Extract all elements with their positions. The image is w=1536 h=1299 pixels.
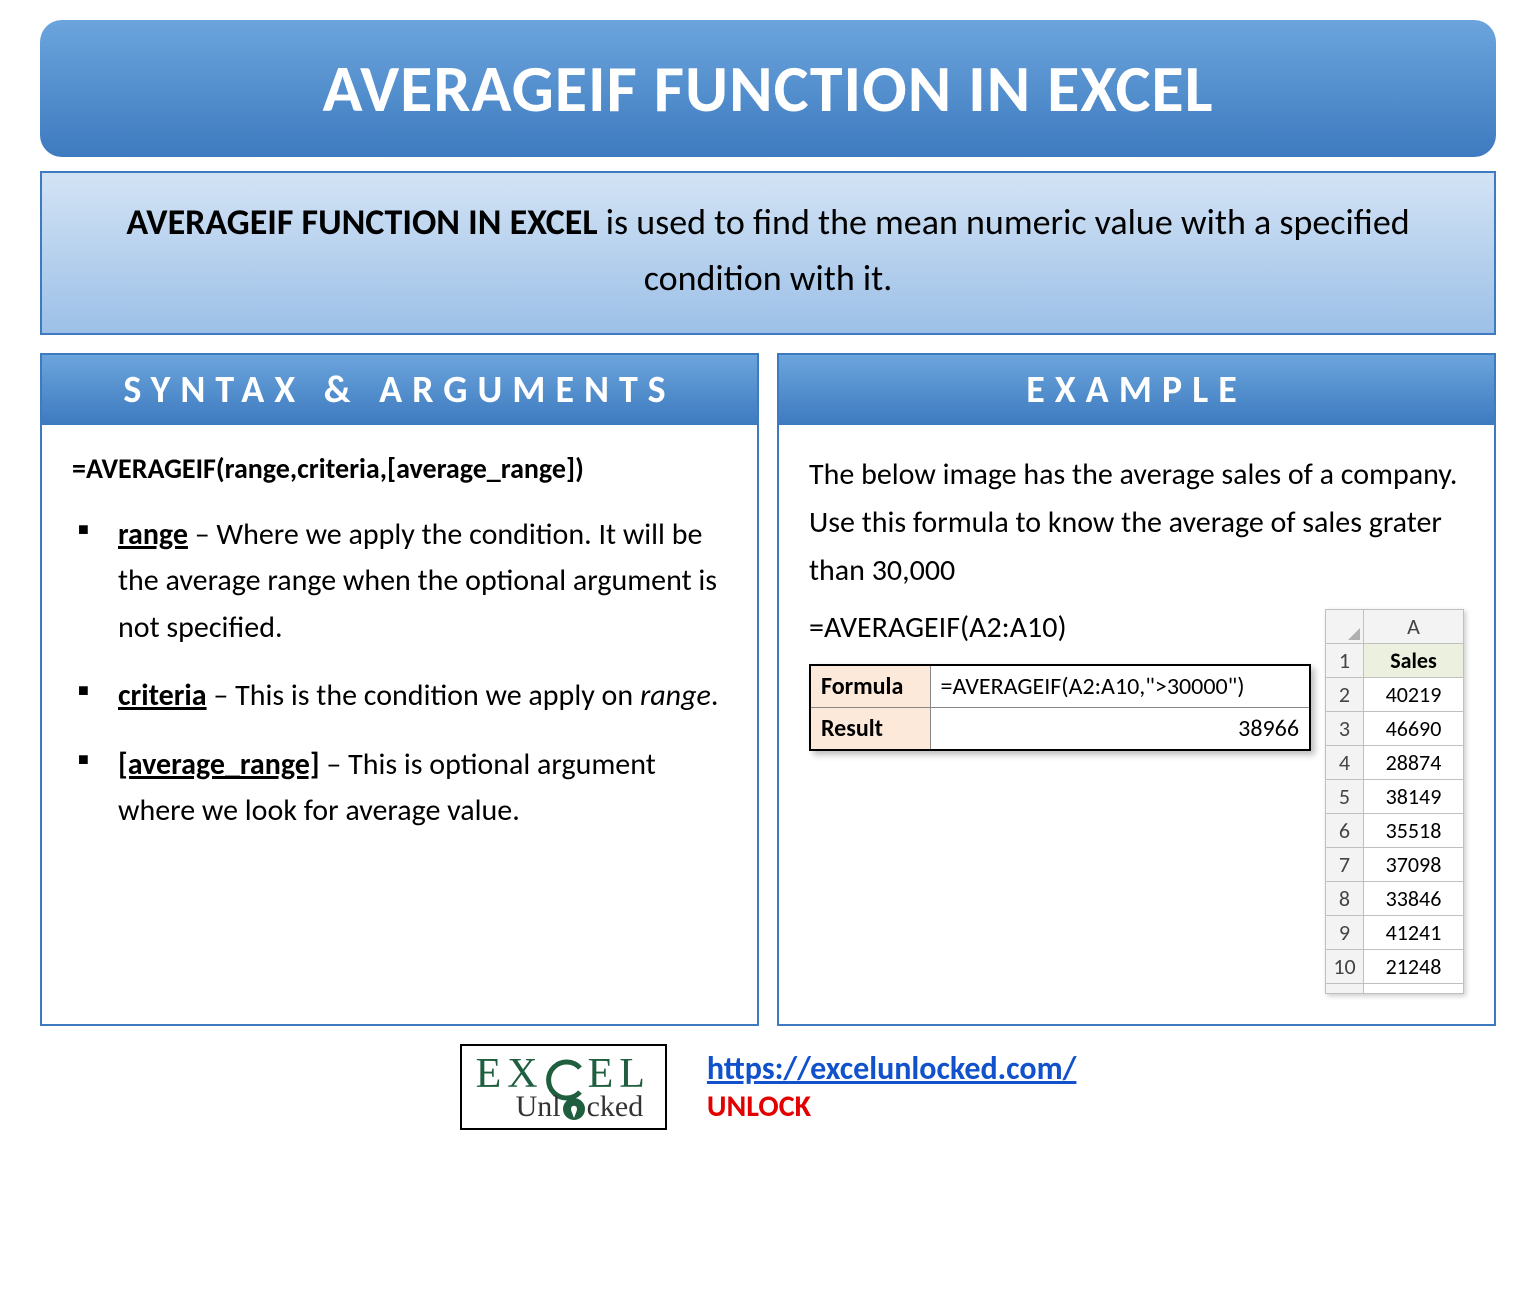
excel-row-number: 10 [1326,949,1364,983]
syntax-formula: =AVERAGEIF(range,criteria,[average_range… [72,451,727,486]
logo-text-unl: Unl [516,1092,561,1122]
logo-text-cked: cked [587,1092,644,1122]
result-table-row: Formula =AVERAGEIF(A2:A10,">30000") [810,665,1310,708]
example-panel: EXAMPLE The below image has the average … [777,353,1496,1026]
keyhole-icon [563,1098,585,1120]
logo: EX EL Unl cked [460,1044,667,1130]
argument-name: range [118,516,188,553]
excel-row-number [1326,983,1364,993]
excel-row-number: 5 [1326,779,1364,813]
description-text: AVERAGEIF FUNCTION IN EXCEL is used to f… [72,195,1464,307]
argument-name: criteria [118,677,207,714]
logo-text-after-c: EL [588,1053,651,1095]
excel-corner-cell [1326,609,1364,643]
example-short-formula: =AVERAGEIF(A2:A10) [809,609,1311,646]
logo-text-before-c: EX [476,1053,544,1095]
excel-data-cell: 21248 [1364,949,1464,983]
description-box: AVERAGEIF FUNCTION IN EXCEL is used to f… [40,171,1496,335]
example-left: =AVERAGEIF(A2:A10) Formula =AVERAGEIF(A2… [809,609,1311,751]
excel-column-letter: A [1364,609,1464,643]
excel-data-cell: 40219 [1364,677,1464,711]
excel-data-cell: 37098 [1364,847,1464,881]
example-row: =AVERAGEIF(A2:A10) Formula =AVERAGEIF(A2… [809,609,1464,994]
footer-url[interactable]: https://excelunlocked.com/ [707,1049,1076,1088]
footer: EX EL Unl cked https://excelunlocked.com… [40,1044,1496,1130]
excel-row-number: 9 [1326,915,1364,949]
excel-row-number: 7 [1326,847,1364,881]
excel-row-number: 4 [1326,745,1364,779]
syntax-panel-body: =AVERAGEIF(range,criteria,[average_range… [42,425,757,1024]
result-label: Result [810,707,930,750]
excel-data-cell: 28874 [1364,745,1464,779]
result-table-row: Result 38966 [810,707,1310,750]
excel-grid: A 1Sales 240219 346690 428874 538149 635… [1325,609,1464,994]
argument-item: [average_range] – This is optional argum… [78,742,727,835]
description-bold: AVERAGEIF FUNCTION IN EXCEL [126,200,597,244]
description-rest: is used to find the mean numeric value w… [598,200,1410,300]
argument-desc: – This is the condition we apply on [207,677,640,714]
excel-row-number: 6 [1326,813,1364,847]
example-panel-header: EXAMPLE [779,355,1494,425]
excel-data-cell: 33846 [1364,881,1464,915]
syntax-panel: SYNTAX & ARGUMENTS =AVERAGEIF(range,crit… [40,353,759,1026]
excel-data-cell [1364,983,1464,993]
result-value: 38966 [930,707,1310,750]
excel-row-number: 1 [1326,643,1364,677]
argument-item: range – Where we apply the condition. It… [78,512,727,652]
argument-item: criteria – This is the condition we appl… [78,673,727,720]
logo-bottom-line: Unl cked [516,1092,691,1122]
excel-data-cell: 46690 [1364,711,1464,745]
example-intro-text: The below image has the average sales of… [809,451,1464,595]
syntax-panel-header: SYNTAX & ARGUMENTS [42,355,757,425]
argument-desc-after: . [711,677,719,714]
page-title: AVERAGEIF FUNCTION IN EXCEL [50,48,1486,129]
columns: SYNTAX & ARGUMENTS =AVERAGEIF(range,crit… [40,353,1496,1026]
result-formula-value: =AVERAGEIF(A2:A10,">30000") [930,665,1310,708]
example-panel-body: The below image has the average sales of… [779,425,1494,1024]
footer-unlock-text: UNLOCK [707,1088,1076,1125]
argument-italic: range [640,677,711,714]
excel-data-cell: 38149 [1364,779,1464,813]
footer-links: https://excelunlocked.com/ UNLOCK [707,1049,1076,1125]
excel-row-number: 2 [1326,677,1364,711]
title-bar: AVERAGEIF FUNCTION IN EXCEL [40,20,1496,157]
argument-list: range – Where we apply the condition. It… [72,512,727,835]
argument-name: [average_range] [118,746,320,783]
excel-row-number: 3 [1326,711,1364,745]
excel-data-cell: 41241 [1364,915,1464,949]
result-formula-label: Formula [810,665,930,708]
excel-header-cell: Sales [1364,643,1464,677]
result-table: Formula =AVERAGEIF(A2:A10,">30000") Resu… [809,664,1311,751]
logo-top-line: EX EL [476,1052,651,1096]
excel-row-number: 8 [1326,881,1364,915]
excel-data-cell: 35518 [1364,813,1464,847]
argument-desc: – Where we apply the condition. It will … [118,516,717,646]
